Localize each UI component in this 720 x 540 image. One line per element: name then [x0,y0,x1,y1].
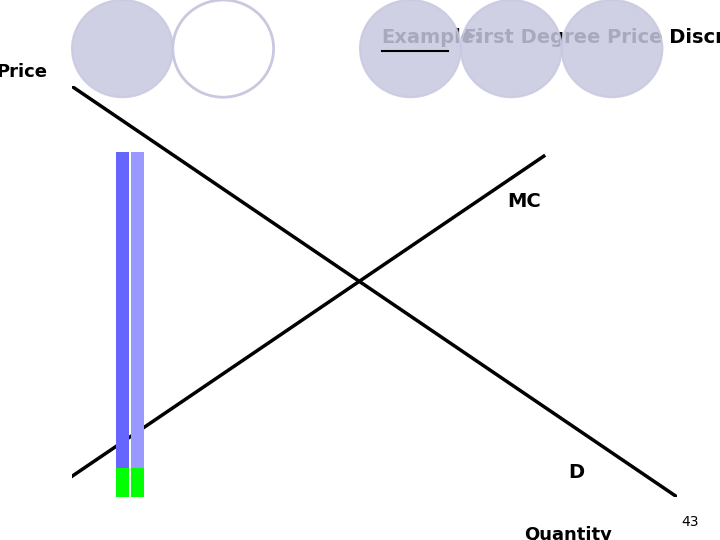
Text: MC: MC [508,192,541,211]
Bar [130,468,144,497]
Bar [115,468,129,497]
Text: D: D [568,463,584,482]
Text: First Degree Price Discrimination: First Degree Price Discrimination [450,28,720,48]
Text: 43: 43 [681,515,698,529]
Text: Example:: Example: [382,28,482,48]
Bar [130,152,144,497]
Text: Price: Price [0,63,47,81]
Text: Quantity: Quantity [524,526,612,540]
Bar [115,152,129,497]
